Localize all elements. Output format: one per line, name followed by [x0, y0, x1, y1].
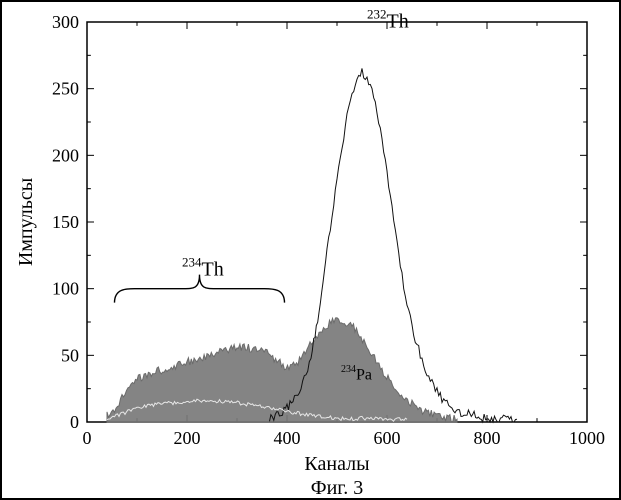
figure-caption: Фиг. 3	[311, 477, 363, 498]
chart-svg: 0 200 400 600 800 1000 0 50 100 150 200 250 300 Канал…	[2, 2, 619, 498]
annotation-th232: 232Th	[367, 6, 409, 32]
y-tick-label: 200	[52, 145, 79, 165]
y-tick-label: 100	[52, 279, 79, 299]
x-tick-label: 800	[474, 428, 501, 448]
y-tick-label: 50	[61, 345, 79, 365]
x-tick-label: 0	[83, 428, 92, 448]
y-tick-label: 250	[52, 79, 79, 99]
brace-th234	[115, 275, 285, 303]
annotation-th234: 234Th	[182, 254, 224, 280]
x-axis-label: Каналы	[304, 453, 369, 475]
x-tick-label: 600	[374, 428, 401, 448]
x-tick-label: 400	[274, 428, 301, 448]
y-tick-label: 150	[52, 212, 79, 232]
series-area_th234	[107, 318, 457, 422]
figure-frame: 0 200 400 600 800 1000 0 50 100 150 200 250 300 Канал…	[0, 0, 621, 500]
y-tick-label: 0	[70, 412, 79, 432]
x-tick-label: 1000	[569, 428, 605, 448]
y-axis-label: Импульсы	[15, 178, 37, 266]
x-tick-label: 200	[174, 428, 201, 448]
y-tick-label: 300	[52, 12, 79, 32]
